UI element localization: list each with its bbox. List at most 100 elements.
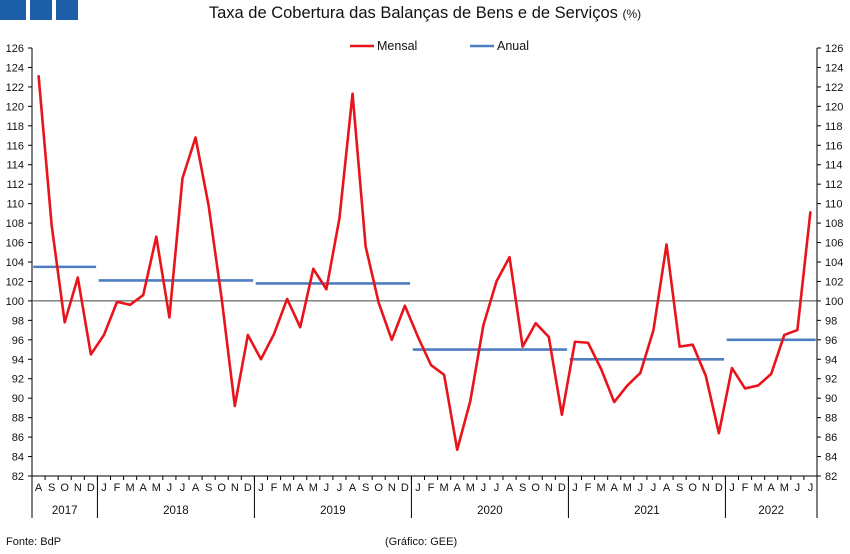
month-label: A <box>349 482 357 494</box>
y-tick-label-left: 104 <box>6 257 24 269</box>
month-label: M <box>283 482 292 494</box>
y-tick-label-left: 94 <box>12 354 24 366</box>
month-label: M <box>623 482 632 494</box>
month-label: N <box>702 482 710 494</box>
y-tick-label-right: 100 <box>825 296 843 308</box>
y-tick-label-left: 102 <box>6 276 24 288</box>
month-label: J <box>572 482 578 494</box>
logo-block <box>30 0 52 20</box>
chart-title: Taxa de Cobertura das Balanças de Bens e… <box>0 4 850 23</box>
month-label: S <box>519 482 526 494</box>
year-label: 2022 <box>758 505 784 517</box>
month-label: N <box>74 482 82 494</box>
y-tick-label-left: 108 <box>6 218 24 230</box>
month-label: S <box>362 482 369 494</box>
y-tick-label-left: 126 <box>6 43 24 55</box>
y-tick-label-left: 98 <box>12 315 24 327</box>
y-tick-label-right: 82 <box>825 471 837 483</box>
month-label: F <box>742 482 749 494</box>
month-label: J <box>101 482 107 494</box>
y-tick-label-right: 104 <box>825 257 843 269</box>
legend-label-mensal: Mensal <box>377 39 417 53</box>
month-label: A <box>140 482 148 494</box>
month-label: N <box>545 482 553 494</box>
y-tick-label-left: 124 <box>6 62 24 74</box>
month-label: D <box>87 482 95 494</box>
y-tick-label-right: 84 <box>825 452 837 464</box>
month-label: M <box>780 482 789 494</box>
brand-logo-blocks <box>0 0 78 20</box>
month-label: O <box>374 482 383 494</box>
y-tick-label-right: 92 <box>825 374 837 386</box>
y-tick-label-left: 100 <box>6 296 24 308</box>
logo-block <box>0 0 26 20</box>
month-label: J <box>481 482 487 494</box>
month-label: J <box>180 482 186 494</box>
month-label: D <box>401 482 409 494</box>
y-tick-label-right: 114 <box>825 160 843 172</box>
y-tick-label-left: 114 <box>6 160 24 172</box>
y-tick-label-right: 120 <box>825 101 843 113</box>
y-tick-label-right: 102 <box>825 276 843 288</box>
chart-title-text: Taxa de Cobertura das Balanças de Bens e… <box>208 4 618 22</box>
month-label: J <box>795 482 801 494</box>
month-label: J <box>494 482 500 494</box>
logo-block <box>56 0 78 20</box>
month-label: J <box>415 482 421 494</box>
month-label: M <box>152 482 161 494</box>
y-tick-label-right: 118 <box>825 121 843 133</box>
month-label: A <box>768 482 776 494</box>
month-label: M <box>309 482 318 494</box>
month-label: D <box>558 482 566 494</box>
month-label: A <box>192 482 200 494</box>
y-tick-label-left: 116 <box>6 140 24 152</box>
month-label: M <box>440 482 449 494</box>
y-tick-label-right: 112 <box>825 179 843 191</box>
month-label: J <box>729 482 735 494</box>
month-label: S <box>48 482 55 494</box>
month-label: M <box>466 482 475 494</box>
y-tick-label-right: 110 <box>825 199 843 211</box>
y-tick-label-left: 88 <box>12 413 24 425</box>
month-label: A <box>35 482 43 494</box>
year-label: 2017 <box>52 505 78 517</box>
month-label: A <box>454 482 462 494</box>
month-label: M <box>754 482 763 494</box>
month-label: O <box>60 482 69 494</box>
month-label: S <box>676 482 683 494</box>
y-tick-label-right: 88 <box>825 413 837 425</box>
month-label: J <box>167 482 173 494</box>
y-tick-label-right: 122 <box>825 82 843 94</box>
y-tick-label-right: 96 <box>825 335 837 347</box>
year-label: 2020 <box>477 505 503 517</box>
y-tick-label-right: 126 <box>825 43 843 55</box>
month-label: O <box>531 482 540 494</box>
y-tick-label-right: 98 <box>825 315 837 327</box>
month-label: A <box>611 482 619 494</box>
mensal-line <box>37 75 812 452</box>
month-label: S <box>205 482 212 494</box>
y-tick-label-left: 110 <box>6 199 24 211</box>
y-tick-label-left: 82 <box>12 471 24 483</box>
y-tick-label-right: 106 <box>825 238 843 250</box>
month-label: F <box>114 482 121 494</box>
y-tick-label-left: 92 <box>12 374 24 386</box>
y-tick-label-right: 94 <box>825 354 837 366</box>
y-tick-label-left: 84 <box>12 452 24 464</box>
month-label: F <box>585 482 592 494</box>
month-label: N <box>231 482 239 494</box>
legend-label-anual: Anual <box>497 39 529 53</box>
chart-title-unit: (%) <box>622 7 642 21</box>
y-tick-label-left: 86 <box>12 432 24 444</box>
y-tick-label-right: 86 <box>825 432 837 444</box>
y-tick-label-left: 106 <box>6 238 24 250</box>
y-tick-label-right: 124 <box>825 62 843 74</box>
month-label: J <box>337 482 343 494</box>
month-label: J <box>638 482 644 494</box>
month-label: O <box>688 482 697 494</box>
month-label: A <box>663 482 671 494</box>
y-tick-label-right: 90 <box>825 393 837 405</box>
month-label: J <box>808 482 814 494</box>
month-label: D <box>244 482 252 494</box>
month-label: A <box>506 482 514 494</box>
